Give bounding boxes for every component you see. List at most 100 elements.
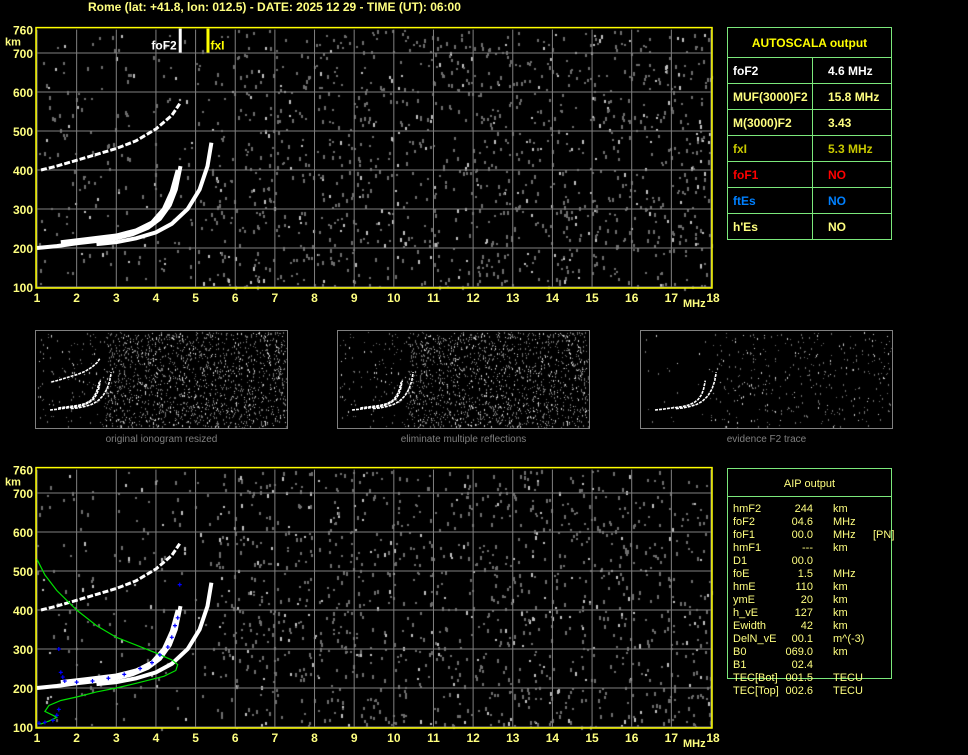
x-tick-label: 18: [706, 731, 720, 745]
x-tick-label: 8: [311, 291, 318, 305]
aip-value: 20: [800, 594, 813, 606]
aip-row: ymE 20 km: [733, 594, 898, 607]
aip-name: foE: [733, 568, 750, 580]
y-tick-label: 600: [13, 526, 33, 540]
aip-unit: m^(-3): [833, 633, 865, 645]
x-tick-label: 2: [73, 731, 80, 745]
thumbnail-trace: [372, 372, 414, 410]
x-tick-label: 4: [153, 291, 160, 305]
table-divider: [812, 57, 813, 239]
electron-density-profile: [36, 559, 179, 725]
aip-unit: km: [833, 503, 848, 515]
param-value: 5.3 MHz: [828, 142, 873, 156]
aip-output-box: AIP output: [727, 468, 892, 679]
y-tick-label: 500: [13, 125, 33, 139]
aip-value: 04.6: [791, 516, 813, 528]
x-tick-label: 16: [625, 291, 639, 305]
x-tick-label: 2: [73, 291, 80, 305]
param-label: h'Es: [733, 220, 758, 234]
thumbnail-panel: [640, 330, 893, 429]
echo-trace-x-trace: [96, 582, 214, 687]
x-tick-label: 3: [113, 731, 120, 745]
x-tick-label: 17: [665, 731, 679, 745]
aip-value: 1.5: [797, 568, 813, 580]
aip-value: 02.4: [791, 659, 813, 671]
scaled-trace-point: [74, 680, 79, 685]
autoscala-row-hes: h'Es NO: [728, 213, 891, 240]
x-tick-label: 9: [351, 291, 358, 305]
x-tick-label: 5: [192, 731, 199, 745]
thumbnail-frame: [640, 330, 893, 429]
x-tick-label: 13: [506, 291, 520, 305]
aip-name: DelN_vE: [733, 633, 777, 645]
thumbnail-caption: eliminate multiple reflections: [400, 434, 527, 445]
thumbnail-trace: [654, 380, 707, 411]
y-tick-label: 100: [13, 281, 33, 295]
param-value: 3.43: [828, 116, 852, 130]
thumbnail-trace: [49, 380, 102, 411]
x-tick-label: 11: [427, 291, 440, 305]
aip-name: ymE: [733, 594, 755, 606]
autoscala-output-table: AUTOSCALA output foF2 4.6 MHz MUF(3000)F2 1…: [727, 27, 892, 240]
aip-unit: km: [833, 581, 848, 593]
aip-unit: MHz: [833, 516, 856, 528]
thumbnail-trace: [58, 381, 101, 409]
x-tick-label: 16: [625, 731, 639, 745]
thumbnail-trace: [51, 357, 101, 383]
autoscala-row-fof1: foF1 NO: [728, 161, 891, 188]
param-value: 4.6 MHz: [828, 64, 873, 78]
scaled-trace-point: [60, 675, 65, 680]
thumbnail-panel: [337, 330, 590, 429]
aip-name: B1: [733, 659, 747, 671]
aip-value: 00.1: [791, 633, 813, 645]
thumbnail-frame: [35, 330, 288, 429]
y-tick-label: 400: [13, 604, 33, 618]
x-tick-label: 11: [427, 731, 440, 745]
aip-name: hmF1: [733, 542, 762, 554]
plot-frame: [35, 466, 713, 729]
y-tick-label: 700: [13, 47, 33, 61]
scaled-trace-point: [138, 666, 143, 671]
aip-value: 110: [795, 581, 813, 593]
plot-frame: [35, 26, 713, 289]
echo-trace-multiple-hop: [40, 102, 181, 172]
x-tick-label: 17: [665, 291, 679, 305]
echo-trace-o-trace: [36, 165, 183, 250]
y-tick-label: 700: [13, 487, 33, 501]
thumbnail-trace: [360, 381, 403, 409]
scaled-trace-point: [172, 623, 177, 628]
x-tick-label: 6: [232, 731, 239, 745]
aip-unit: km: [833, 542, 848, 554]
thumbnail-frame: [337, 330, 590, 429]
param-label: foF1: [733, 168, 759, 182]
x-tick-label: 10: [387, 731, 401, 745]
y-tick-label: 100: [13, 721, 33, 735]
x-tick-label: 6: [232, 291, 239, 305]
param-label: fxI: [733, 142, 748, 156]
aip-row: TEC[Top] 002.6 TECU: [733, 685, 898, 698]
y-tick-label: 200: [13, 242, 33, 256]
y-axis-unit: km: [5, 477, 21, 489]
scaled-trace-point: [54, 713, 59, 718]
aip-value: 127: [794, 607, 813, 619]
scaled-trace-point: [122, 672, 127, 677]
scaled-trace-point: [58, 670, 63, 675]
y-tick-label: 300: [13, 643, 33, 657]
scaled-trace-point: [42, 720, 47, 725]
echo-trace-multiple-hop: [40, 542, 181, 612]
thumbnail-caption: evidence F2 trace: [726, 434, 807, 445]
aip-row: foF1 00.0 MHz [PN]: [733, 529, 898, 542]
scaled-trace-point: [56, 647, 61, 651]
marker-label: foF2: [151, 39, 177, 53]
y-tick-label: 500: [13, 565, 33, 579]
aip-name: hmF2: [733, 503, 762, 515]
aip-row: D1 00.0: [733, 555, 898, 568]
y-axis-unit: km: [5, 37, 21, 49]
echo-trace-o-trace-2: [60, 609, 180, 685]
y-tick-label: 300: [13, 203, 33, 217]
param-label: foF2: [733, 64, 759, 78]
aip-unit: km: [833, 646, 848, 658]
autoscala-row-ftes: ftEs NO: [728, 187, 891, 214]
aip-unit: TECU: [833, 685, 863, 697]
param-label: ftEs: [733, 194, 756, 208]
